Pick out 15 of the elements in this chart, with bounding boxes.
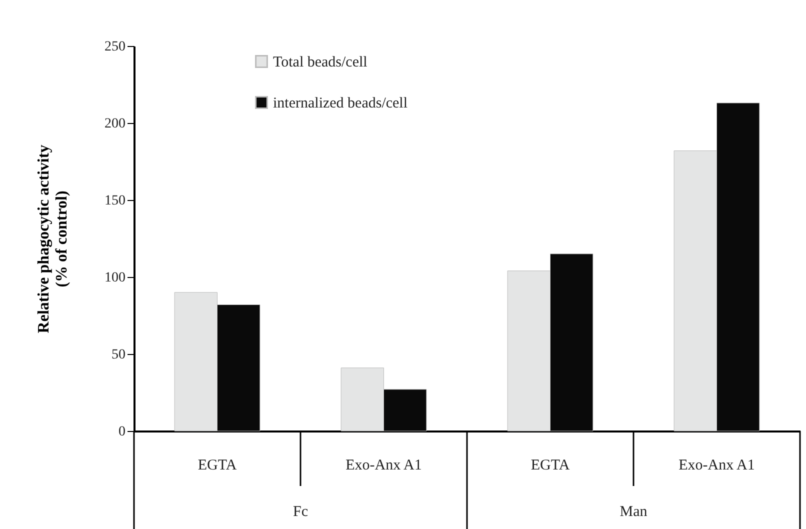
text: Man — [620, 504, 648, 520]
y-tick-label: 0 — [118, 424, 126, 440]
y-tick-label: 100 — [104, 270, 126, 286]
legend-label: Total beads/cell — [273, 54, 368, 70]
y-tick-label: 150 — [104, 194, 126, 208]
y-tick-label: 200 — [104, 116, 126, 132]
x-tick-label: EGTA — [530, 458, 570, 474]
x-tick-label: Exo-Anx A1 — [346, 458, 422, 474]
text: Fc — [293, 504, 308, 520]
x-tick-label: Exo-Anx A1 — [678, 458, 755, 474]
legend-label: internalized beads/cell — [273, 96, 408, 112]
y-tick-label: 50 — [112, 348, 126, 362]
x-tick-label: EGTA — [198, 458, 237, 474]
y-tick-label: 250 — [104, 40, 126, 54]
y-axis-title: Relative phagocytic activity (% of control) — [36, 144, 70, 334]
